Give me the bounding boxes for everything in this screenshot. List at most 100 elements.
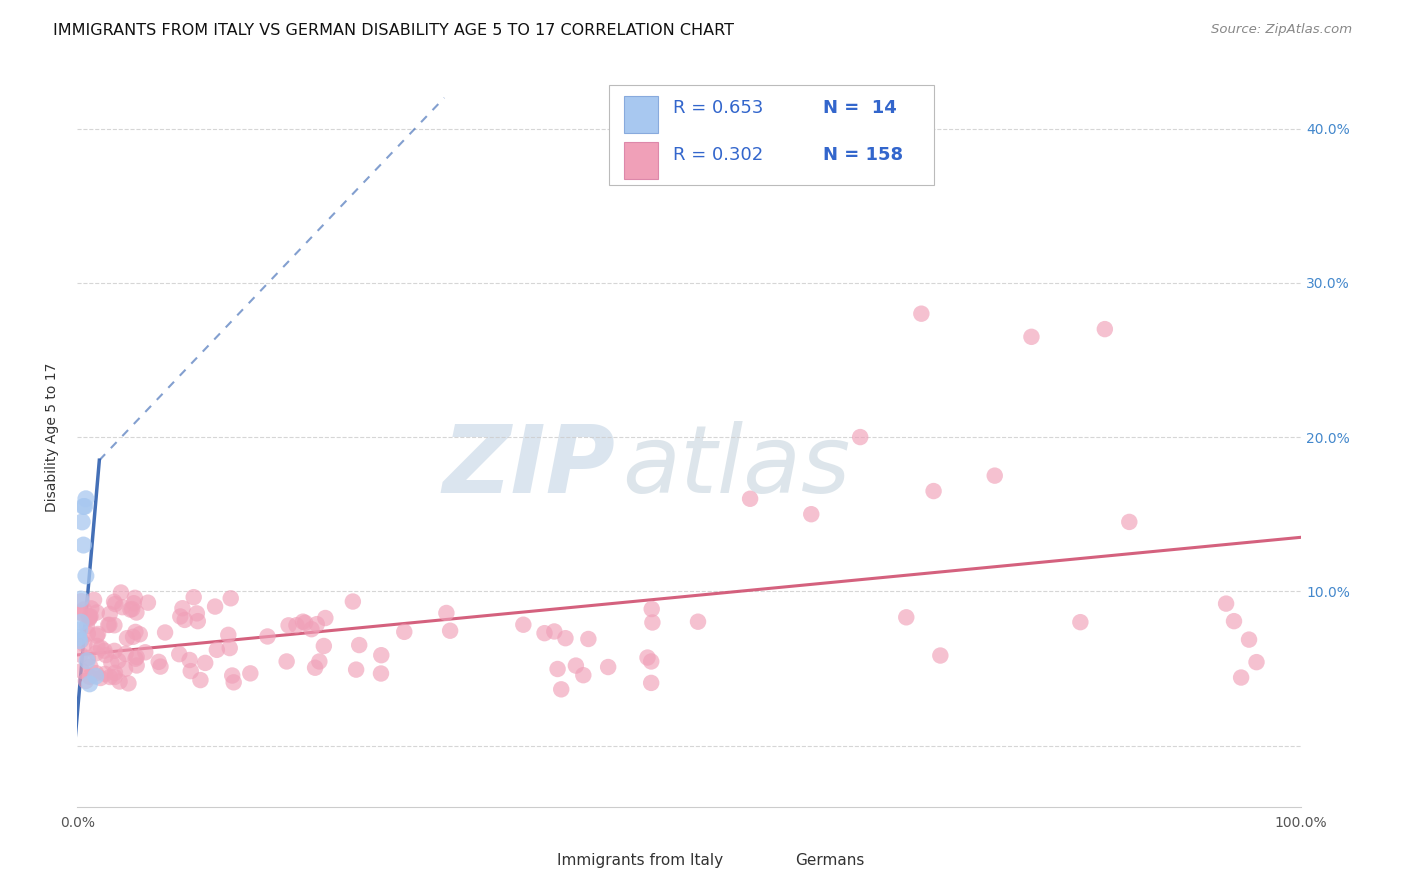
- Text: N =  14: N = 14: [824, 99, 897, 118]
- Point: [79, 609, 101, 624]
- Point: [125, 606, 148, 620]
- Point: [984, 468, 1007, 483]
- Point: [77, 626, 100, 640]
- Point: [104, 665, 127, 680]
- Point: [190, 673, 212, 687]
- Point: [640, 676, 662, 690]
- FancyBboxPatch shape: [756, 846, 783, 874]
- Point: [550, 682, 572, 697]
- Point: [849, 430, 872, 444]
- Point: [533, 626, 555, 640]
- Point: [219, 591, 242, 606]
- Point: [187, 614, 209, 628]
- Point: [205, 643, 228, 657]
- Point: [641, 602, 664, 616]
- Point: [70, 633, 93, 648]
- Point: [73, 602, 96, 616]
- Point: [73, 500, 96, 514]
- FancyBboxPatch shape: [609, 86, 934, 186]
- FancyBboxPatch shape: [624, 96, 658, 134]
- Point: [77, 651, 100, 665]
- Point: [554, 631, 576, 645]
- Point: [84, 669, 107, 683]
- Point: [93, 643, 115, 657]
- Point: [565, 658, 588, 673]
- Point: [103, 670, 125, 684]
- Point: [576, 632, 599, 646]
- Point: [69, 648, 91, 662]
- Point: [120, 602, 142, 616]
- Point: [125, 658, 148, 673]
- Point: [79, 670, 101, 684]
- Point: [740, 491, 762, 506]
- Point: [180, 664, 202, 678]
- Point: [98, 607, 121, 621]
- Point: [547, 662, 569, 676]
- Text: Source: ZipAtlas.com: Source: ZipAtlas.com: [1212, 23, 1353, 37]
- Point: [186, 607, 208, 621]
- Point: [80, 601, 103, 615]
- Point: [167, 647, 190, 661]
- Point: [79, 611, 101, 625]
- Point: [394, 624, 416, 639]
- Point: [104, 597, 127, 611]
- Point: [75, 491, 97, 506]
- Point: [117, 676, 139, 690]
- Point: [512, 617, 534, 632]
- Text: R = 0.653: R = 0.653: [673, 99, 763, 118]
- Point: [86, 639, 108, 653]
- Point: [1094, 322, 1116, 336]
- Point: [370, 648, 392, 663]
- Point: [124, 652, 146, 666]
- Text: N = 158: N = 158: [824, 146, 904, 164]
- Point: [107, 654, 129, 668]
- Point: [1021, 330, 1043, 344]
- Point: [89, 671, 111, 685]
- Point: [183, 590, 205, 604]
- Point: [218, 641, 240, 656]
- Point: [1237, 632, 1260, 647]
- Point: [256, 630, 278, 644]
- Point: [149, 659, 172, 673]
- Point: [67, 631, 90, 645]
- Point: [686, 615, 709, 629]
- Point: [922, 484, 945, 499]
- Point: [1230, 671, 1253, 685]
- Point: [94, 666, 117, 681]
- Point: [276, 655, 298, 669]
- Point: [122, 630, 145, 644]
- Point: [301, 622, 323, 636]
- Point: [98, 618, 121, 632]
- Point: [572, 668, 595, 682]
- Point: [434, 606, 457, 620]
- Point: [277, 618, 299, 632]
- Point: [312, 639, 335, 653]
- Point: [70, 515, 93, 529]
- Point: [77, 611, 100, 625]
- Point: [110, 585, 132, 599]
- Point: [84, 646, 107, 660]
- Point: [69, 606, 91, 620]
- Point: [98, 670, 121, 684]
- Point: [97, 618, 120, 632]
- Point: [122, 596, 145, 610]
- Text: IMMIGRANTS FROM ITALY VS GERMAN DISABILITY AGE 5 TO 17 CORRELATION CHART: IMMIGRANTS FROM ITALY VS GERMAN DISABILI…: [53, 23, 734, 38]
- FancyBboxPatch shape: [517, 846, 544, 874]
- Point: [543, 624, 565, 639]
- Point: [929, 648, 952, 663]
- Point: [128, 627, 150, 641]
- Point: [100, 656, 122, 670]
- Point: [172, 601, 194, 615]
- Point: [125, 650, 148, 665]
- Text: Immigrants from Italy: Immigrants from Italy: [557, 853, 723, 868]
- Point: [173, 613, 195, 627]
- Point: [76, 619, 98, 633]
- Point: [103, 595, 125, 609]
- Point: [314, 611, 336, 625]
- Point: [308, 655, 330, 669]
- Point: [79, 609, 101, 624]
- Point: [148, 655, 170, 669]
- Point: [217, 628, 239, 642]
- Point: [94, 648, 117, 662]
- Point: [84, 666, 107, 681]
